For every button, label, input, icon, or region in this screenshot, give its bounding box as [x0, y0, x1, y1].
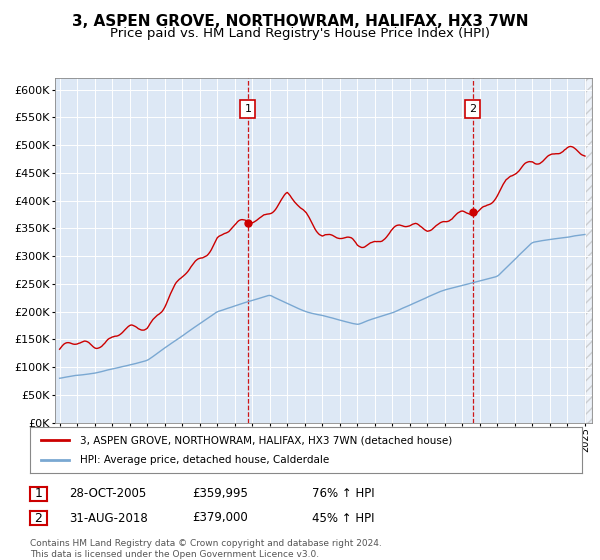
Text: £379,000: £379,000 — [192, 511, 248, 525]
Text: 1: 1 — [34, 487, 43, 501]
Text: 1: 1 — [244, 104, 251, 114]
Text: 2: 2 — [469, 104, 476, 114]
Text: 3, ASPEN GROVE, NORTHOWRAM, HALIFAX, HX3 7WN: 3, ASPEN GROVE, NORTHOWRAM, HALIFAX, HX3… — [72, 14, 528, 29]
Text: 76% ↑ HPI: 76% ↑ HPI — [312, 487, 374, 501]
Text: 28-OCT-2005: 28-OCT-2005 — [69, 487, 146, 501]
Text: Contains HM Land Registry data © Crown copyright and database right 2024.
This d: Contains HM Land Registry data © Crown c… — [30, 539, 382, 559]
Text: 31-AUG-2018: 31-AUG-2018 — [69, 511, 148, 525]
Bar — [585, 78, 592, 423]
Text: 3, ASPEN GROVE, NORTHOWRAM, HALIFAX, HX3 7WN (detached house): 3, ASPEN GROVE, NORTHOWRAM, HALIFAX, HX3… — [80, 435, 452, 445]
Text: HPI: Average price, detached house, Calderdale: HPI: Average price, detached house, Cald… — [80, 455, 329, 465]
Text: 2: 2 — [34, 511, 43, 525]
Text: £359,995: £359,995 — [192, 487, 248, 501]
Text: 45% ↑ HPI: 45% ↑ HPI — [312, 511, 374, 525]
Text: Price paid vs. HM Land Registry's House Price Index (HPI): Price paid vs. HM Land Registry's House … — [110, 27, 490, 40]
